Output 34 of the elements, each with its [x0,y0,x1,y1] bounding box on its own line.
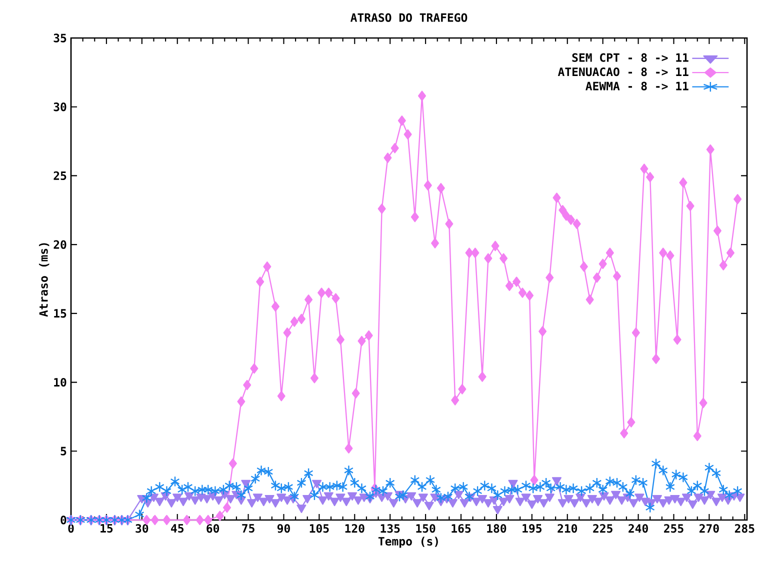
x-tick-label: 90 [277,524,290,533]
y-tick-label: 20 [54,240,66,249]
y-axis-title: Atraso (ms) [38,243,50,317]
y-tick-label: 25 [54,171,66,180]
x-tick-label: 180 [487,524,506,533]
y-tick-label: 10 [54,378,66,387]
x-tick-label: 210 [558,524,578,533]
x-tick-label: 45 [171,524,184,533]
x-tick-label: 30 [136,524,148,533]
legend-label: SEM CPT - 8 -> 11 [572,53,688,62]
chart-title: ATRASO DO TRAFEGO [350,13,468,22]
x-tick-label: 150 [416,524,436,533]
x-tick-label: 75 [242,524,254,533]
legend-label: ATENUACAO - 8 -> 11 [558,67,688,76]
x-tick-label: 165 [452,524,471,533]
x-tick-label: 255 [664,524,684,533]
x-tick-label: 225 [593,524,612,533]
x-tick-label: 120 [345,524,364,533]
x-tick-label: 0 [68,524,74,533]
legend-label: AEWMA - 8 -> 11 [586,82,688,90]
x-axis-title: Tempo (s) [378,536,438,548]
x-tick-label: 195 [522,524,542,533]
x-tick-label: 285 [734,524,754,533]
x-tick-label: 60 [206,524,220,533]
y-tick-label: 5 [60,446,66,456]
y-tick-label: 15 [54,309,66,318]
x-tick-label: 240 [628,524,648,533]
y-tick-label: 30 [54,102,66,112]
y-tick-label: 35 [54,34,66,42]
y-tick-label: 0 [60,516,66,524]
x-tick-label: 135 [380,524,400,533]
x-tick-label: 270 [699,524,719,533]
x-tick-label: 15 [100,524,113,533]
x-tick-label: 105 [310,524,329,533]
